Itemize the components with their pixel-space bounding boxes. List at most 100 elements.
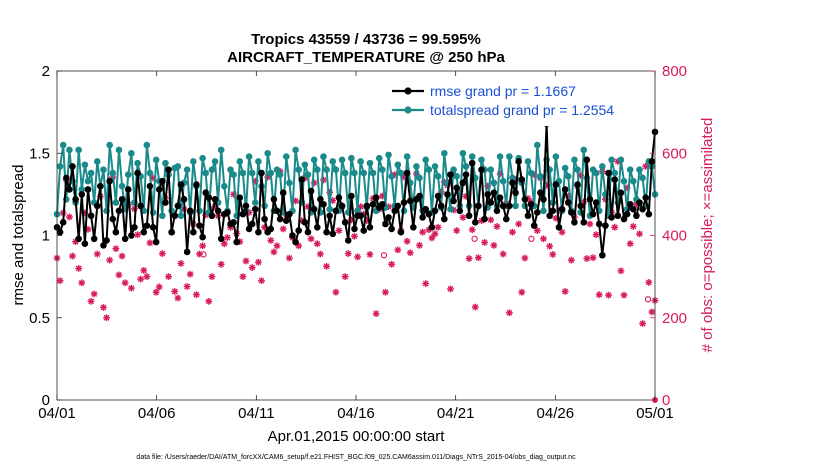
obs-assimilated-marker [487,216,495,224]
obs-assimilated-marker-d2 [78,279,85,286]
obs-assimilated-marker [127,284,135,292]
totalspread-series-point [354,207,361,215]
obs-assimilated-marker-d2 [472,304,479,311]
obs-assimilated-marker [636,230,643,238]
totalspread-series-point [366,159,374,167]
obs-assimilated-marker [509,228,516,236]
totalspread-series-point [447,205,454,213]
rmse-series-point [146,182,154,190]
rmse-series-point [437,202,445,210]
obs-assimilated-marker-d2 [432,230,438,237]
obs-assimilated-marker-d2 [295,242,302,249]
obs-assimilated-marker [87,297,95,305]
obs-assimilated-marker [595,291,603,299]
totalspread-series-point [292,146,299,154]
totalspread-series-point [211,158,219,165]
obs-assimilated-marker-d2 [586,221,593,227]
rmse-series-point [103,237,110,244]
rmse-series-point [558,205,566,213]
rmse-series-point [431,207,439,215]
rmse-series-point [471,219,479,226]
totalspread-series-point [369,169,377,177]
totalspread-series-point [524,158,532,165]
totalspread-series-point [162,159,169,167]
rmse-series-point [233,238,241,246]
totalspread-series-point [227,166,234,173]
rmse-series-point [255,228,262,236]
obs-assimilated-marker-d2 [91,290,98,297]
obs-assimilated-marker [394,246,402,254]
totalspread-series-point [245,153,253,160]
obs-assimilated-marker-d2 [280,225,287,232]
obs-assimilated-marker-d2 [593,231,600,238]
rmse-series-point [462,171,470,178]
obs-assimilated-marker-d2 [174,295,181,301]
obs-assimilated-marker [468,226,476,234]
rmse-series-point [592,199,600,206]
obs-assimilated-marker [505,309,513,317]
obs-assimilated-marker [382,288,389,296]
obs-assimilated-marker-d2 [518,289,525,296]
rmse-series-point [416,192,423,200]
rmse-series-point [214,207,222,215]
obs-assimilated-marker-d2 [645,279,652,286]
chart-title-line2: AIRCRAFT_TEMPERATURE @ 250 hPa [227,49,505,66]
rmse-series-point [533,209,541,216]
obs-assimilated-marker-d2 [205,298,212,305]
rmse-series-point [106,177,113,185]
obs-assimilated-marker [217,260,225,268]
obs-assimilated-marker [490,241,498,249]
totalspread-series-point [462,163,470,170]
obs-assimilated-marker [199,242,207,250]
rmse-series-point [149,223,157,231]
obs-assimilated-marker-d2 [153,289,160,296]
obs-assimilated-marker-d2 [88,298,95,305]
obs-assimilated-marker-d2 [435,224,442,231]
obs-assimilated-marker [75,265,83,272]
obs-assimilated-marker [78,279,86,287]
obs-assimilated-marker-d2 [590,254,596,261]
rmse-series-point [295,227,302,234]
totalspread-series-point [190,158,197,165]
obs-assimilated-marker [645,278,653,286]
rmse-series-point [208,212,216,220]
totalspread-series-point [441,149,448,157]
rmse-series-point [574,181,581,188]
obs-assimilated-marker [118,252,126,260]
obs-assimilated-marker [419,228,427,236]
totalspread-series-point [499,177,507,185]
totalspread-series-point [134,159,141,167]
rmse-series-point [217,235,225,243]
rmse-series-point [317,196,324,203]
totalspread-series-point [332,166,340,173]
obs-assimilated-marker [152,288,160,296]
obs-assimilated-marker-d2 [199,242,206,249]
obs-assimilated-marker-d2 [156,283,163,290]
rmse-series-point [490,189,498,197]
rmse-series-point [196,222,203,229]
rmse-series-point [555,223,563,231]
obs-assimilated-marker [143,273,151,281]
rmse-series-point [552,181,560,188]
rmse-series-point [143,222,151,229]
rmse-series-point [484,191,491,198]
totalspread-series-point [338,156,346,164]
rmse-series-point [304,228,312,236]
totalspread-series-point [422,156,430,164]
totalspread-series-point [434,172,442,180]
obs-assimilated-marker [617,267,625,275]
obs-assimilated-marker [140,267,148,274]
obs-assimilated-marker-d2 [568,257,575,264]
totalspread-series-point [56,163,64,170]
rmse-series-point [174,202,182,210]
totalspread-series-point [252,199,259,206]
rmse-series-point [252,205,259,213]
rmse-series-point [124,186,132,193]
rmse-series-point [205,194,213,201]
obs-assimilated-marker [115,271,123,279]
legend-rmse-label: rmse grand pr = 1.1667 [430,83,576,99]
obs-assimilated-marker-d2 [143,273,150,280]
rmse-series-point [537,189,544,197]
rmse-series-point [298,176,306,183]
obs-assimilated-marker-d2 [128,285,135,292]
